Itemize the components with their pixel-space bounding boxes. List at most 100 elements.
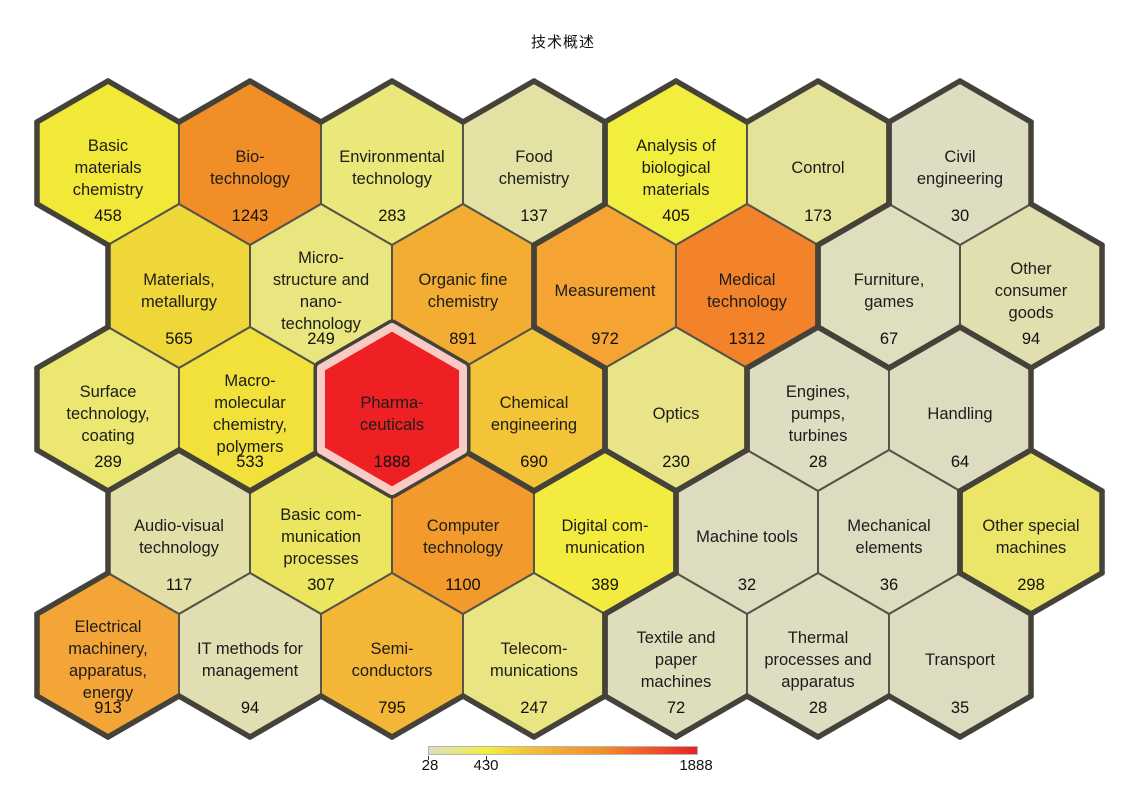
hex-label-line: Textile and [637,629,716,647]
hex-value: 283 [378,207,406,225]
hex-value: 64 [951,453,969,471]
hex-label-line: Other [1010,260,1052,278]
hex-label-line: Food [515,148,553,166]
hex-value: 972 [591,330,619,348]
hex-label-line: biological [642,159,711,177]
hex-label-line: molecular [214,394,286,412]
hex-value: 1312 [729,330,766,348]
cluster-boundary-edge [531,78,608,125]
hex-label-line: energy [83,684,134,702]
cluster-boundary-edge [34,324,111,371]
hex-value: 230 [662,453,690,471]
cluster-boundary-edge [105,693,182,740]
hex-label-line: chemistry, [213,416,287,434]
hex-label-line: Materials, [143,271,215,289]
hex-label-line: paper [655,651,698,669]
cluster-boundary-edge [1028,324,1105,371]
hex-label-line: IT methods for [197,640,304,658]
hex-label-line: Computer [427,517,500,535]
hex-label-line: technology [281,315,362,333]
hex-value: 72 [667,699,685,717]
hex-value: 28 [809,453,827,471]
hex-label-line: Other special [982,517,1079,535]
cluster-boundary-edge [389,693,466,740]
hex-value: 913 [94,699,122,717]
hex-value: 289 [94,453,122,471]
hex-value: 30 [951,207,969,225]
cluster-boundary-edge [957,570,1034,617]
hex-label-line: Control [791,159,844,177]
hex-label-line: technology [423,539,504,557]
hex-label-line: goods [1009,304,1054,322]
cluster-boundary-edge [815,693,892,740]
hex-label-line: Thermal [788,629,849,647]
hex-label-line: turbines [789,427,848,445]
cluster-boundary-edge [460,447,537,494]
hex-label-line: Environmental [339,148,444,166]
hex-value: 405 [662,207,690,225]
hex-label-line: munication [281,528,361,546]
hex-value: 891 [449,330,477,348]
hex-label-line: polymers [217,438,284,456]
hex-value: 533 [236,453,264,471]
cluster-boundary-edge [815,324,892,371]
hex-label-line: Mechanical [847,517,930,535]
hex-label-line: chemistry [73,181,144,199]
hex-value: 389 [591,576,619,594]
hex-value: 32 [738,576,756,594]
hex-label-line: ceuticals [360,416,424,434]
cluster-boundary-edge [602,447,679,494]
hex-label-line: Bio- [235,148,264,166]
cluster-boundary-edge [531,201,608,248]
cluster-boundary-edge [957,324,1034,371]
cluster-boundary-edge [1028,570,1105,617]
cluster-boundary-edge [531,324,608,371]
hex-label-line: machinery, [68,640,147,658]
hex-tiles [35,80,1104,738]
hex-label-line: consumer [995,282,1068,300]
hex-label-line: technology [352,170,433,188]
hex-label-line: apparatus, [69,662,147,680]
cluster-boundary-edge [247,693,324,740]
hex-label-line: Basic [88,137,128,155]
hex-value: 28 [809,699,827,717]
hex-value: 137 [520,207,548,225]
hex-value: 1243 [232,207,269,225]
hex-label-line: Handling [927,405,992,423]
hex-label-line: munications [490,662,578,680]
hex-label-line: engineering [491,416,577,434]
hex-label-line: chemistry [499,170,570,188]
hex-label-line: Civil [944,148,975,166]
cluster-boundary-edge [957,78,1034,125]
hex-label-line: nano- [300,293,342,311]
cluster-boundary-edge [176,78,253,125]
hex-label-line: games [864,293,914,311]
hex-label-line: Semi- [370,640,413,658]
hex-label-line: pumps, [791,405,845,423]
hex-label-line: Transport [925,651,995,669]
cluster-boundary-edge [247,447,324,494]
hex-value: 795 [378,699,406,717]
cluster-boundary-edge [602,693,679,740]
cluster-boundary-edge [957,693,1034,740]
cluster-boundary-edge [176,447,253,494]
hex-label-line: processes [283,550,358,568]
cluster-boundary-edge [886,324,963,371]
cluster-boundary-edge [34,693,111,740]
hex-label-line: structure and [273,271,369,289]
hex-label-line: Furniture, [854,271,925,289]
hex-label-line: Engines, [786,383,850,401]
hex-label-line: apparatus [781,673,854,691]
hex-label-line: chemistry [428,293,499,311]
highlight-inner-ring [316,323,468,495]
hex-label-line: engineering [917,170,1003,188]
cluster-boundary-edge [815,78,892,125]
hex-value: 67 [880,330,898,348]
hex-value: 36 [880,576,898,594]
hex-label-line: Micro- [298,249,344,267]
hex-value: 35 [951,699,969,717]
cluster-boundary-edge [318,78,395,125]
hex-label-line: technology [707,293,788,311]
